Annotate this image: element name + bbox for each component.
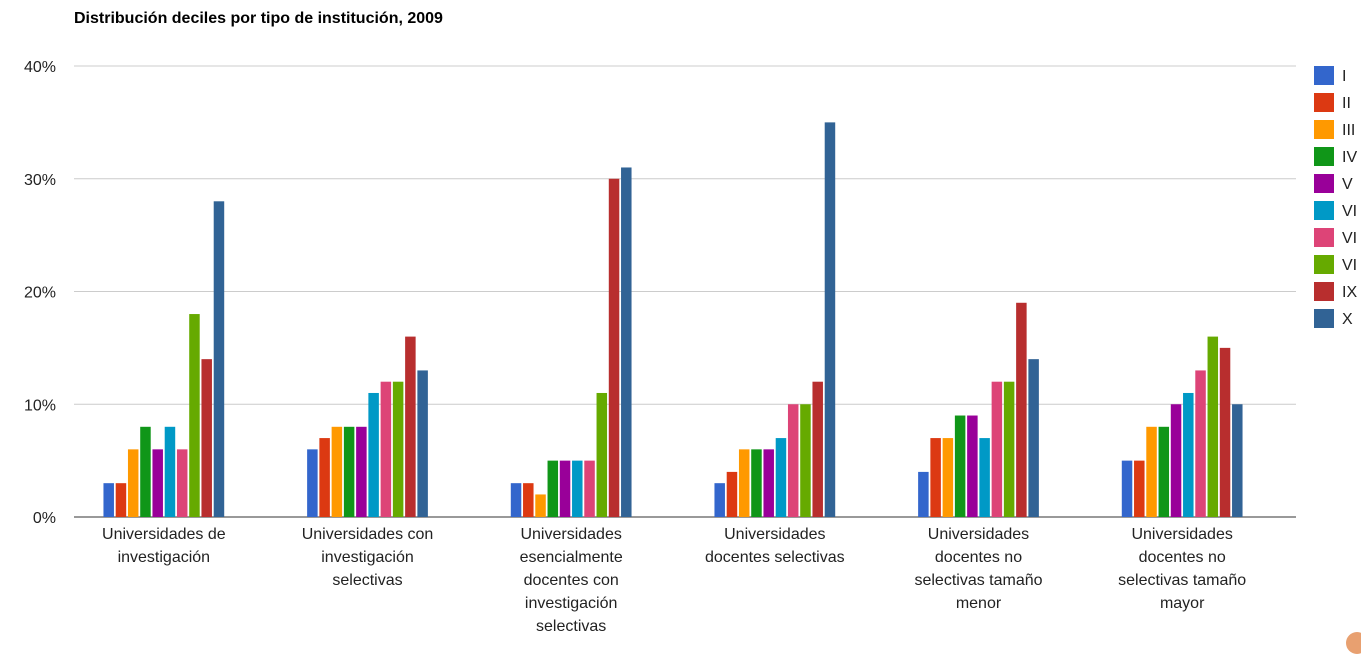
bar	[979, 438, 990, 517]
corner-decoration	[1346, 632, 1361, 654]
bar	[343, 426, 355, 517]
bar	[535, 494, 546, 517]
bar	[954, 415, 966, 517]
bar	[621, 167, 632, 517]
bar	[1219, 347, 1231, 517]
bar	[164, 426, 176, 517]
bar	[812, 381, 823, 517]
bar	[1232, 404, 1243, 517]
y-tick-label: 10%	[24, 397, 56, 414]
x-tick-label: Universidades docentes no selectivas tamañ…	[1118, 526, 1246, 612]
bar	[800, 404, 811, 517]
y-tick-label: 30%	[24, 172, 56, 189]
legend-swatch	[1314, 255, 1334, 274]
legend-swatch	[1314, 201, 1334, 220]
bar	[331, 426, 343, 517]
bar	[596, 392, 608, 517]
bar	[942, 438, 954, 517]
bar	[1134, 460, 1145, 517]
bar	[584, 460, 595, 517]
y-tick-label: 0%	[33, 510, 56, 527]
bar	[1195, 370, 1206, 517]
legend-swatch	[1314, 120, 1334, 139]
legend-label: X	[1342, 311, 1353, 328]
bar	[1028, 359, 1039, 517]
bar	[140, 426, 151, 517]
bar	[307, 449, 318, 517]
legend-label: V	[1342, 176, 1353, 193]
y-tick-label: 40%	[24, 59, 56, 76]
x-tick-label: Universidades con investigación selectivas	[302, 526, 434, 589]
bar	[775, 438, 787, 517]
bar	[991, 381, 1003, 517]
bar	[547, 460, 559, 517]
legend-label: II	[1342, 95, 1351, 112]
bar	[787, 404, 799, 517]
bar	[918, 471, 929, 517]
bar	[726, 471, 738, 517]
x-tick-label: Universidades docentes selectivas	[705, 526, 845, 566]
bar	[738, 449, 750, 517]
bar	[115, 483, 127, 517]
legend-swatch	[1314, 228, 1334, 247]
bar	[763, 449, 774, 517]
legend-swatch	[1314, 66, 1334, 85]
bar	[559, 460, 571, 517]
legend-swatch	[1314, 309, 1334, 328]
bar	[1003, 381, 1015, 517]
bar	[608, 178, 620, 517]
x-tick-label: Universidades de investigación	[102, 526, 226, 566]
bar	[103, 483, 114, 517]
x-tick-label: Universidades docentes no selectivas tamañ…	[914, 526, 1042, 612]
bar	[572, 460, 583, 517]
legend-swatch	[1314, 147, 1334, 166]
x-tick-label: Universidades esencialmente docentes con in…	[520, 526, 623, 635]
bar	[1158, 426, 1170, 517]
legend-label: IV	[1342, 149, 1357, 166]
legend-label: III	[1342, 122, 1355, 139]
legend-swatch	[1314, 282, 1334, 301]
bar	[127, 449, 139, 517]
legend-label: VI	[1342, 257, 1357, 274]
bar	[1121, 460, 1133, 517]
bar	[1146, 426, 1157, 517]
bar	[356, 426, 367, 517]
bar	[392, 381, 404, 517]
bar	[201, 359, 212, 517]
legend-label: VI	[1342, 203, 1357, 220]
bar	[510, 483, 522, 517]
bar	[824, 122, 836, 517]
bar	[714, 483, 725, 517]
bar	[1170, 404, 1182, 517]
chart-title: Distribución deciles por tipo de institu…	[74, 10, 443, 27]
bar	[319, 438, 330, 517]
bar	[152, 449, 163, 517]
bar	[751, 449, 762, 517]
bar	[405, 336, 416, 517]
bar	[1016, 302, 1027, 517]
bar	[523, 483, 534, 517]
bar	[967, 415, 978, 517]
y-tick-label: 20%	[24, 285, 56, 302]
bar	[213, 201, 225, 518]
bar	[189, 314, 200, 517]
bar	[930, 438, 941, 517]
bar	[368, 392, 379, 517]
bar	[1183, 392, 1194, 517]
legend-label: IX	[1342, 284, 1357, 301]
legend-label: I	[1342, 68, 1346, 85]
legend-label: VI	[1342, 230, 1357, 247]
bar	[176, 449, 188, 517]
bar	[1207, 336, 1219, 517]
bar	[417, 370, 428, 517]
bar	[380, 381, 392, 517]
legend-swatch	[1314, 93, 1334, 112]
legend-swatch	[1314, 174, 1334, 193]
